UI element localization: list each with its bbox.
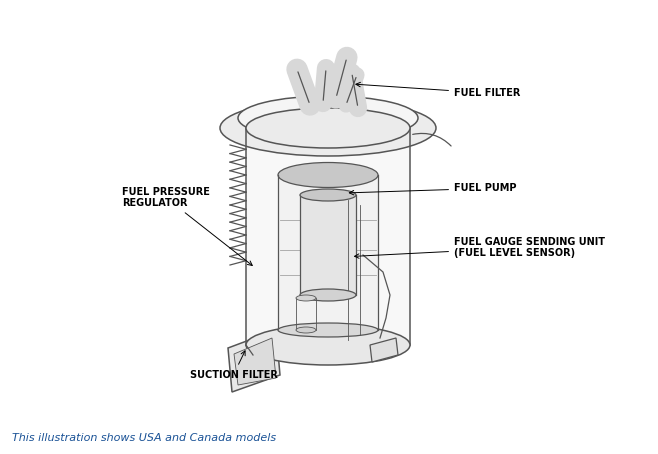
Text: FUEL GAUGE SENDING UNIT
(FUEL LEVEL SENSOR): FUEL GAUGE SENDING UNIT (FUEL LEVEL SENS… [355,237,605,258]
Text: SUCTION FILTER: SUCTION FILTER [190,351,278,380]
Polygon shape [234,338,276,385]
Ellipse shape [246,325,410,365]
Ellipse shape [296,327,316,333]
Polygon shape [300,195,356,295]
Ellipse shape [278,163,378,188]
Text: FUEL PRESSURE
REGULATOR: FUEL PRESSURE REGULATOR [122,187,252,266]
Text: FUEL FILTER: FUEL FILTER [356,82,520,98]
Polygon shape [228,330,280,392]
Ellipse shape [300,289,356,301]
Ellipse shape [238,96,418,140]
Polygon shape [246,128,410,345]
Ellipse shape [220,100,436,156]
Text: This illustration shows USA and Canada models: This illustration shows USA and Canada m… [12,433,276,443]
Polygon shape [370,338,398,362]
Ellipse shape [278,323,378,337]
Text: FUEL PUMP: FUEL PUMP [349,183,517,195]
Ellipse shape [296,295,316,301]
Polygon shape [278,175,378,330]
Ellipse shape [300,189,356,201]
Ellipse shape [246,108,410,148]
